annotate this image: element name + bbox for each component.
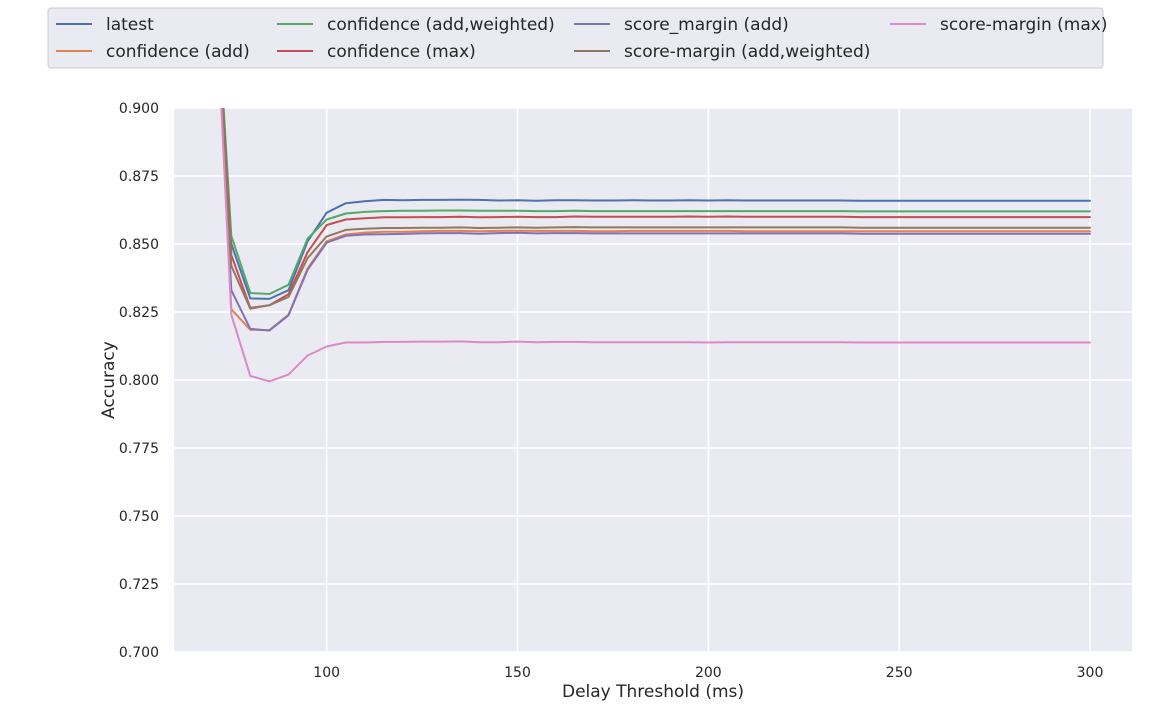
x-tick-label: 250	[886, 665, 913, 681]
series-line-6	[220, 108, 1091, 383]
y-axis-label: Accuracy	[99, 341, 119, 419]
y-tick-label: 0.775	[119, 441, 159, 457]
legend-label: score-margin (add,weighted)	[624, 42, 870, 62]
x-tick-label: 200	[695, 665, 722, 681]
legend-label: score-margin (max)	[940, 15, 1107, 35]
y-tick-label: 0.800	[119, 373, 159, 389]
legend-label: score_margin (add)	[624, 15, 789, 35]
legend-label: confidence (add)	[106, 42, 250, 62]
y-tick-labels: 0.700 0.725 0.750 0.775 0.800 0.825 0.850 0.875…	[119, 101, 159, 661]
grid	[174, 107, 1132, 653]
series-line-5	[221, 108, 1091, 310]
x-tick-label: 150	[504, 665, 531, 681]
x-axis-label: Delay Threshold (ms)	[562, 682, 744, 702]
y-tick-label: 0.725	[119, 577, 159, 593]
y-tick-label: 0.825	[119, 305, 159, 321]
legend-label: confidence (add,weighted)	[327, 15, 555, 35]
series-line-2	[222, 108, 1091, 295]
y-tick-label: 0.700	[119, 645, 159, 661]
legend-label: latest	[106, 15, 154, 35]
series-line-1	[220, 108, 1091, 332]
x-tick-label: 300	[1077, 665, 1104, 681]
legend: latest confidence (add) confidence (add,we…	[47, 7, 1107, 69]
y-tick-label: 0.900	[119, 101, 159, 117]
y-tick-label: 0.850	[119, 237, 159, 253]
series-line-3	[221, 108, 1091, 309]
x-tick-label: 100	[313, 665, 340, 681]
series-lines	[220, 108, 1091, 383]
legend-label: confidence (max)	[327, 42, 476, 62]
series-line-4	[220, 108, 1091, 332]
y-tick-label: 0.875	[119, 169, 159, 185]
y-tick-label: 0.750	[119, 509, 159, 525]
x-tick-labels: 100 150 200 250 300	[313, 665, 1103, 681]
series-line-0	[222, 108, 1091, 300]
